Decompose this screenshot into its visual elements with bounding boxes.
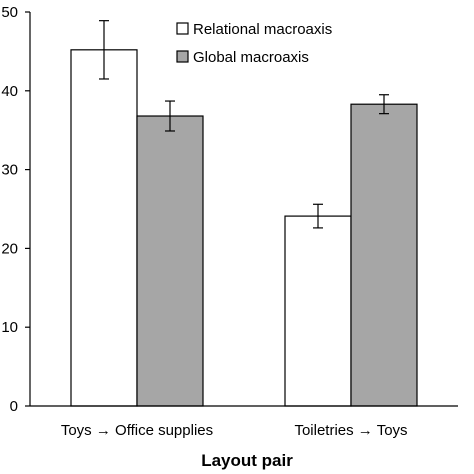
bar (70, 49, 138, 407)
y-tick-label: 10 (1, 319, 18, 336)
bar (136, 115, 204, 407)
y-tick-label: 0 (10, 398, 18, 415)
category-label: Toiletries → Toys (294, 422, 407, 439)
x-axis-title: Layout pair (201, 451, 293, 470)
legend-label: Relational macroaxis (193, 21, 332, 38)
bar (350, 103, 418, 407)
y-tick-label: 50 (1, 4, 18, 21)
category-labels: Toys → Office supplies Toiletries → Toys (61, 422, 408, 439)
legend: Relational macroaxis Global macroaxis (176, 21, 332, 66)
y-tick-label: 20 (1, 240, 18, 257)
bar (284, 215, 352, 407)
category-label: Toys → Office supplies (61, 422, 213, 439)
y-tick-label: 40 (1, 83, 18, 100)
legend-label: Global macroaxis (193, 49, 309, 66)
y-tick-label: 30 (1, 162, 18, 179)
legend-swatch (176, 50, 189, 63)
legend-swatch (176, 22, 189, 35)
bars (70, 49, 418, 407)
y-axis-ticks: 0 10 20 30 40 50 (1, 4, 30, 415)
error-bars (99, 20, 389, 229)
